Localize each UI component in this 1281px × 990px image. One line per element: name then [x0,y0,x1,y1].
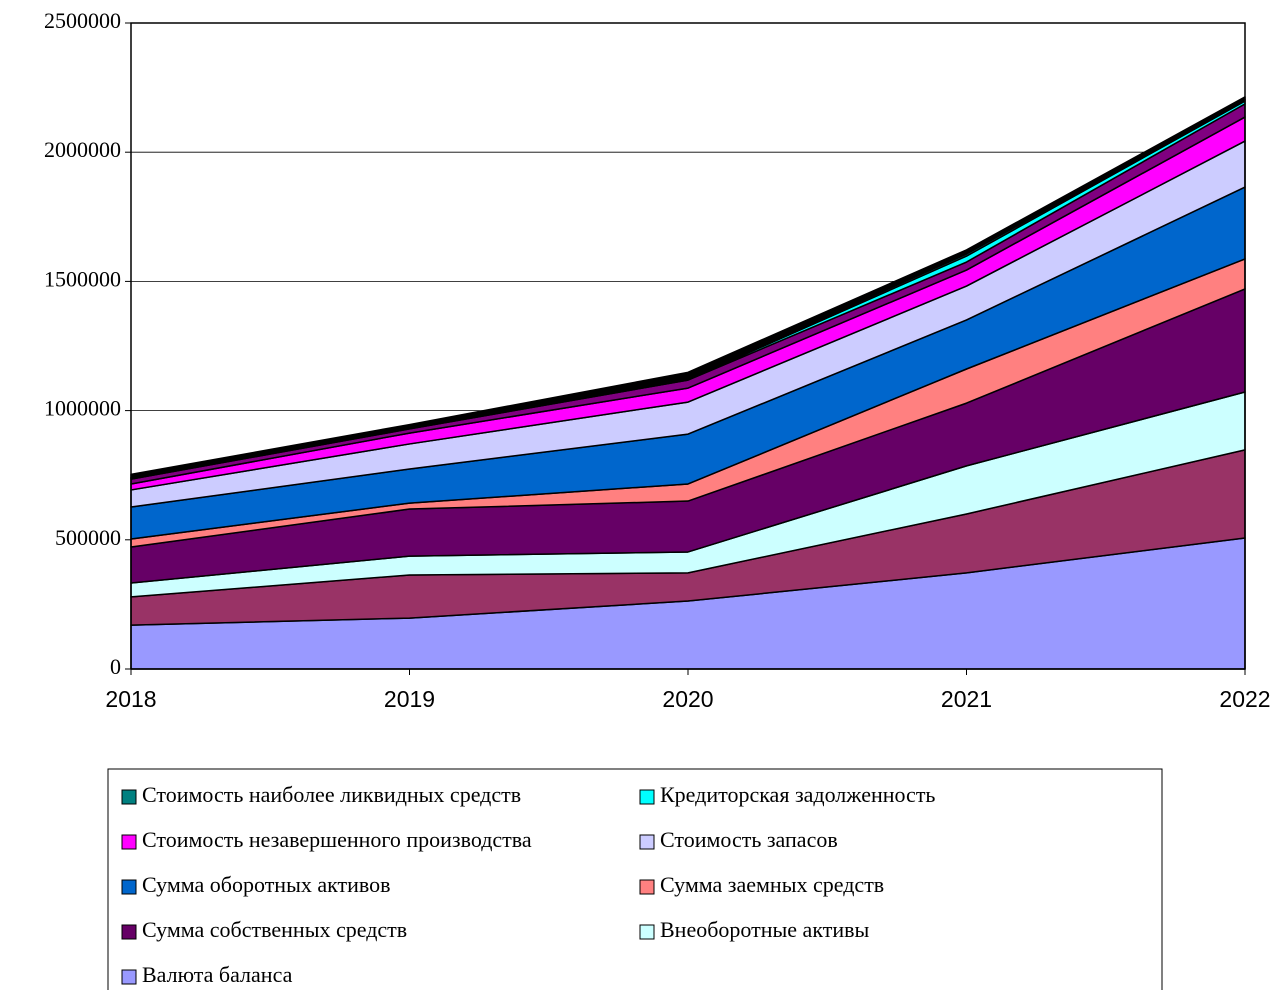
legend-label: Стоимость запасов [660,827,838,852]
legend-label: Валюта баланса [142,962,293,987]
legend-swatch [121,924,137,940]
x-tick-label: 2021 [941,686,992,712]
y-tick-label: 500000 [55,525,121,550]
legend-label: Кредиторская задолженность [660,782,935,807]
legend-swatch [639,879,655,895]
y-tick-label: 0 [110,654,121,679]
x-tick-label: 2019 [384,686,435,712]
legend-swatch [639,834,655,850]
legend-label: Стоимость незавершенного производства [142,827,532,852]
legend-label: Внеоборотные активы [660,917,869,942]
legend-swatch [121,834,137,850]
legend-swatch [121,969,137,985]
x-tick-label: 2020 [662,686,713,712]
x-tick-label: 2018 [105,686,156,712]
legend-label: Сумма оборотных активов [142,872,391,897]
legend-label: Сумма собственных средств [142,917,407,942]
legend-label: Сумма заемных средств [660,872,884,897]
legend-box [107,768,1163,990]
legend-label: Стоимость наиболее ликвидных средств [142,782,521,807]
legend-swatch [121,879,137,895]
x-tick-label: 2022 [1219,686,1270,712]
y-tick-label: 2500000 [44,8,121,33]
y-tick-label: 1000000 [44,396,121,421]
y-tick-label: 1500000 [44,266,121,291]
y-tick-label: 2000000 [44,137,121,162]
legend-swatch [639,924,655,940]
legend-swatch [639,789,655,805]
plot-border [130,22,1246,670]
legend-swatch [121,789,137,805]
